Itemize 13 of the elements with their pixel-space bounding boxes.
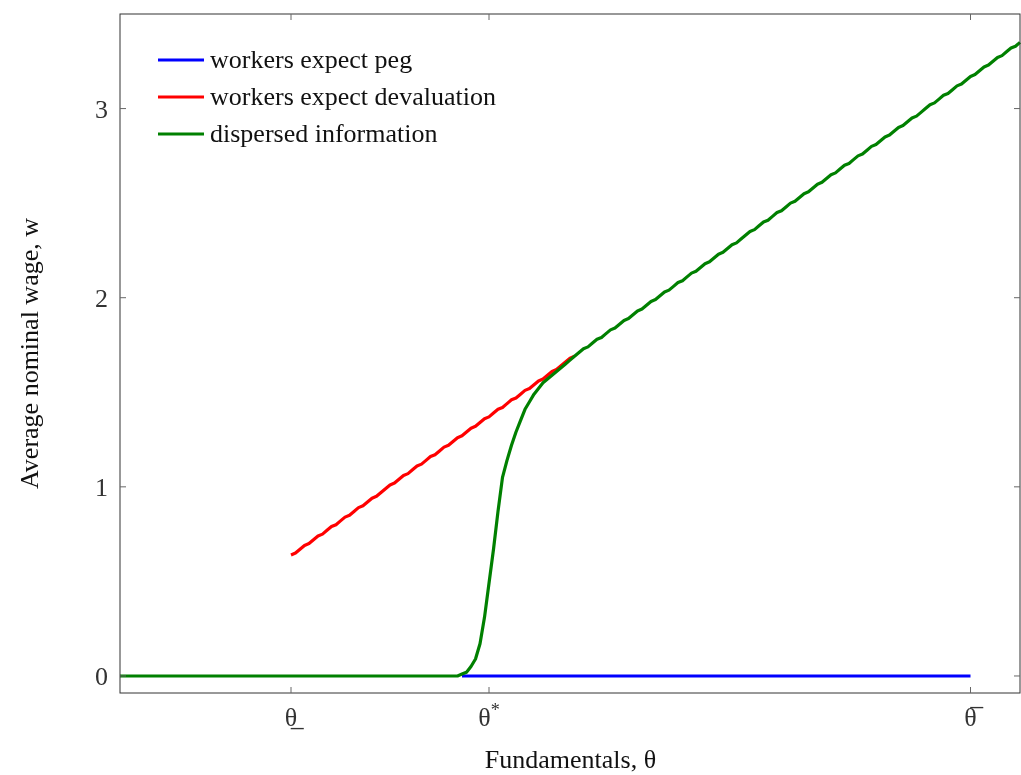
legend-label: workers expect devaluation: [210, 82, 496, 111]
line-series: [118, 40, 1021, 678]
x-axis-title: Fundamentals, θ: [484, 745, 657, 774]
y-axis-title: Average nominal wage, w: [15, 217, 44, 489]
y-tick-label: 1: [95, 472, 108, 502]
y-tick-label: 3: [95, 94, 108, 124]
y-tick-label: 0: [95, 661, 108, 691]
x-tick-label: θ̅: [964, 703, 984, 732]
y-tick-label: 2: [95, 283, 108, 313]
x-tick-label: θ$^{*}$: [478, 700, 500, 732]
legend-label: workers expect peg: [210, 45, 413, 74]
x-tick-label: θ̲: [284, 703, 305, 732]
legend-label: dispersed information: [210, 119, 438, 148]
